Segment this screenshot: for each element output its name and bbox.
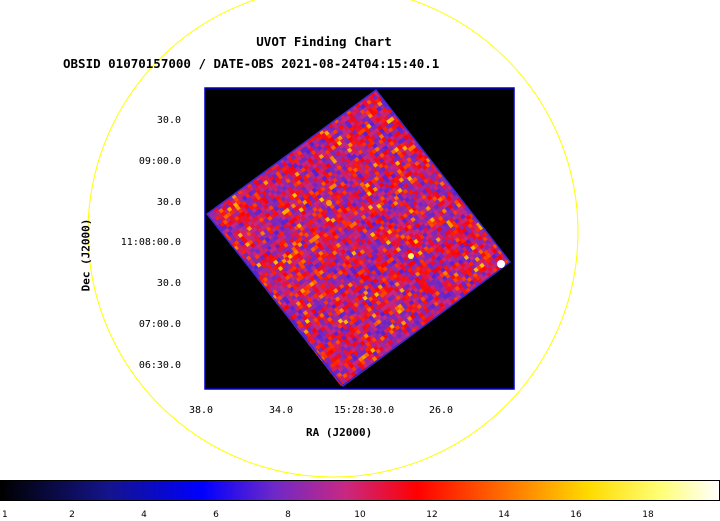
colorbar-tick-label: 18 xyxy=(642,510,654,520)
bright-sources xyxy=(326,200,505,268)
y-tick-label: 07:00.0 xyxy=(138,319,181,330)
source-1 xyxy=(497,260,505,268)
y-tick-label: 30.0 xyxy=(156,278,181,289)
source-2 xyxy=(408,253,414,259)
colorbar-tick-label: 1 xyxy=(2,510,8,520)
y-axis-label: Dec (J2000) xyxy=(79,218,93,292)
source-3 xyxy=(326,200,332,206)
y-tick-label: 11:08:00.0 xyxy=(120,237,181,248)
x-tick-label: 26.0 xyxy=(428,405,454,416)
chart-subtitle: OBSID 01070157000 / DATE-OBS 2021-08-24T… xyxy=(63,56,440,71)
colorbar-tick-label: 14 xyxy=(498,510,510,520)
colorbar-tick-label: 6 xyxy=(213,510,219,520)
colorbar-tick-label: 8 xyxy=(285,510,291,520)
colorbar-tick-label: 2 xyxy=(69,510,75,520)
colorbar-tick-label: 12 xyxy=(426,510,438,520)
field-of-view-circle xyxy=(87,0,579,478)
colorbar-tick-label: 4 xyxy=(141,510,147,520)
y-tick-label: 09:00.0 xyxy=(138,156,181,167)
x-tick-label: 15:28:30.0 xyxy=(333,405,395,416)
image-tile-border xyxy=(205,88,512,388)
image-pixels xyxy=(205,88,512,388)
y-tick-label: 30.0 xyxy=(156,197,181,208)
colorbar-tick-label: 10 xyxy=(354,510,366,520)
colorbar-tick-label: 16 xyxy=(570,510,582,520)
chart-title: UVOT Finding Chart xyxy=(256,34,392,49)
colorbar xyxy=(0,480,720,501)
y-tick-label: 06:30.0 xyxy=(138,360,181,371)
x-tick-label: 34.0 xyxy=(268,405,294,416)
y-tick-label: 30.0 xyxy=(156,115,181,126)
x-axis-label: RA (J2000) xyxy=(306,426,373,439)
x-tick-label: 38.0 xyxy=(188,405,214,416)
